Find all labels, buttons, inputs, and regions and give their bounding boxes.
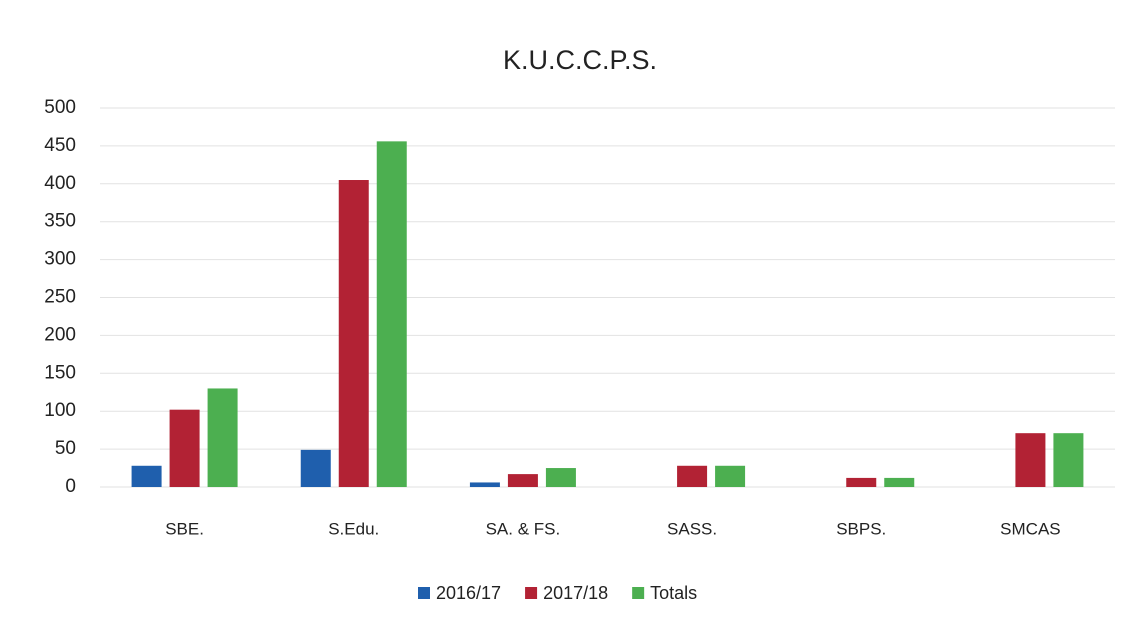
legend-label: Totals — [650, 583, 697, 603]
bar — [131, 465, 162, 487]
x-tick-label: SA. & FS. — [486, 519, 561, 538]
legend-label: 2016/17 — [436, 583, 501, 603]
bar — [1015, 433, 1046, 487]
x-tick-label: SBPS. — [836, 519, 886, 538]
bar — [1053, 433, 1084, 487]
bar — [884, 477, 915, 487]
x-tick-label: SBE. — [165, 519, 204, 538]
y-tick-label: 50 — [55, 438, 76, 459]
bar — [507, 474, 538, 487]
legend-swatch — [525, 587, 538, 599]
legend-swatch — [632, 587, 645, 599]
y-tick-label: 350 — [44, 211, 76, 232]
bar — [545, 468, 576, 487]
bar — [469, 482, 500, 487]
bar — [376, 141, 407, 488]
bar — [169, 409, 200, 487]
y-tick-label: 100 — [44, 400, 76, 421]
y-tick-label: 150 — [44, 362, 76, 383]
y-tick-label: 500 — [44, 97, 76, 118]
y-tick-label: 450 — [44, 135, 76, 156]
bar — [846, 477, 877, 487]
x-tick-label: SASS. — [667, 519, 717, 538]
x-tick-label: S.Edu. — [328, 519, 379, 538]
legend-label: 2017/18 — [543, 583, 608, 603]
legend-swatch — [418, 587, 430, 599]
bar — [715, 465, 746, 487]
y-tick-label: 200 — [44, 324, 76, 345]
chart-title: K.U.C.C.P.S. — [503, 45, 657, 75]
y-tick-label: 300 — [44, 249, 76, 270]
y-tick-label: 250 — [44, 287, 76, 308]
bar — [677, 465, 708, 487]
y-tick-label: 400 — [44, 173, 76, 194]
bar — [207, 388, 238, 487]
bar — [338, 180, 369, 487]
x-tick-label: SMCAS — [1000, 519, 1060, 538]
bar — [300, 449, 331, 487]
y-tick-label: 0 — [65, 476, 76, 497]
